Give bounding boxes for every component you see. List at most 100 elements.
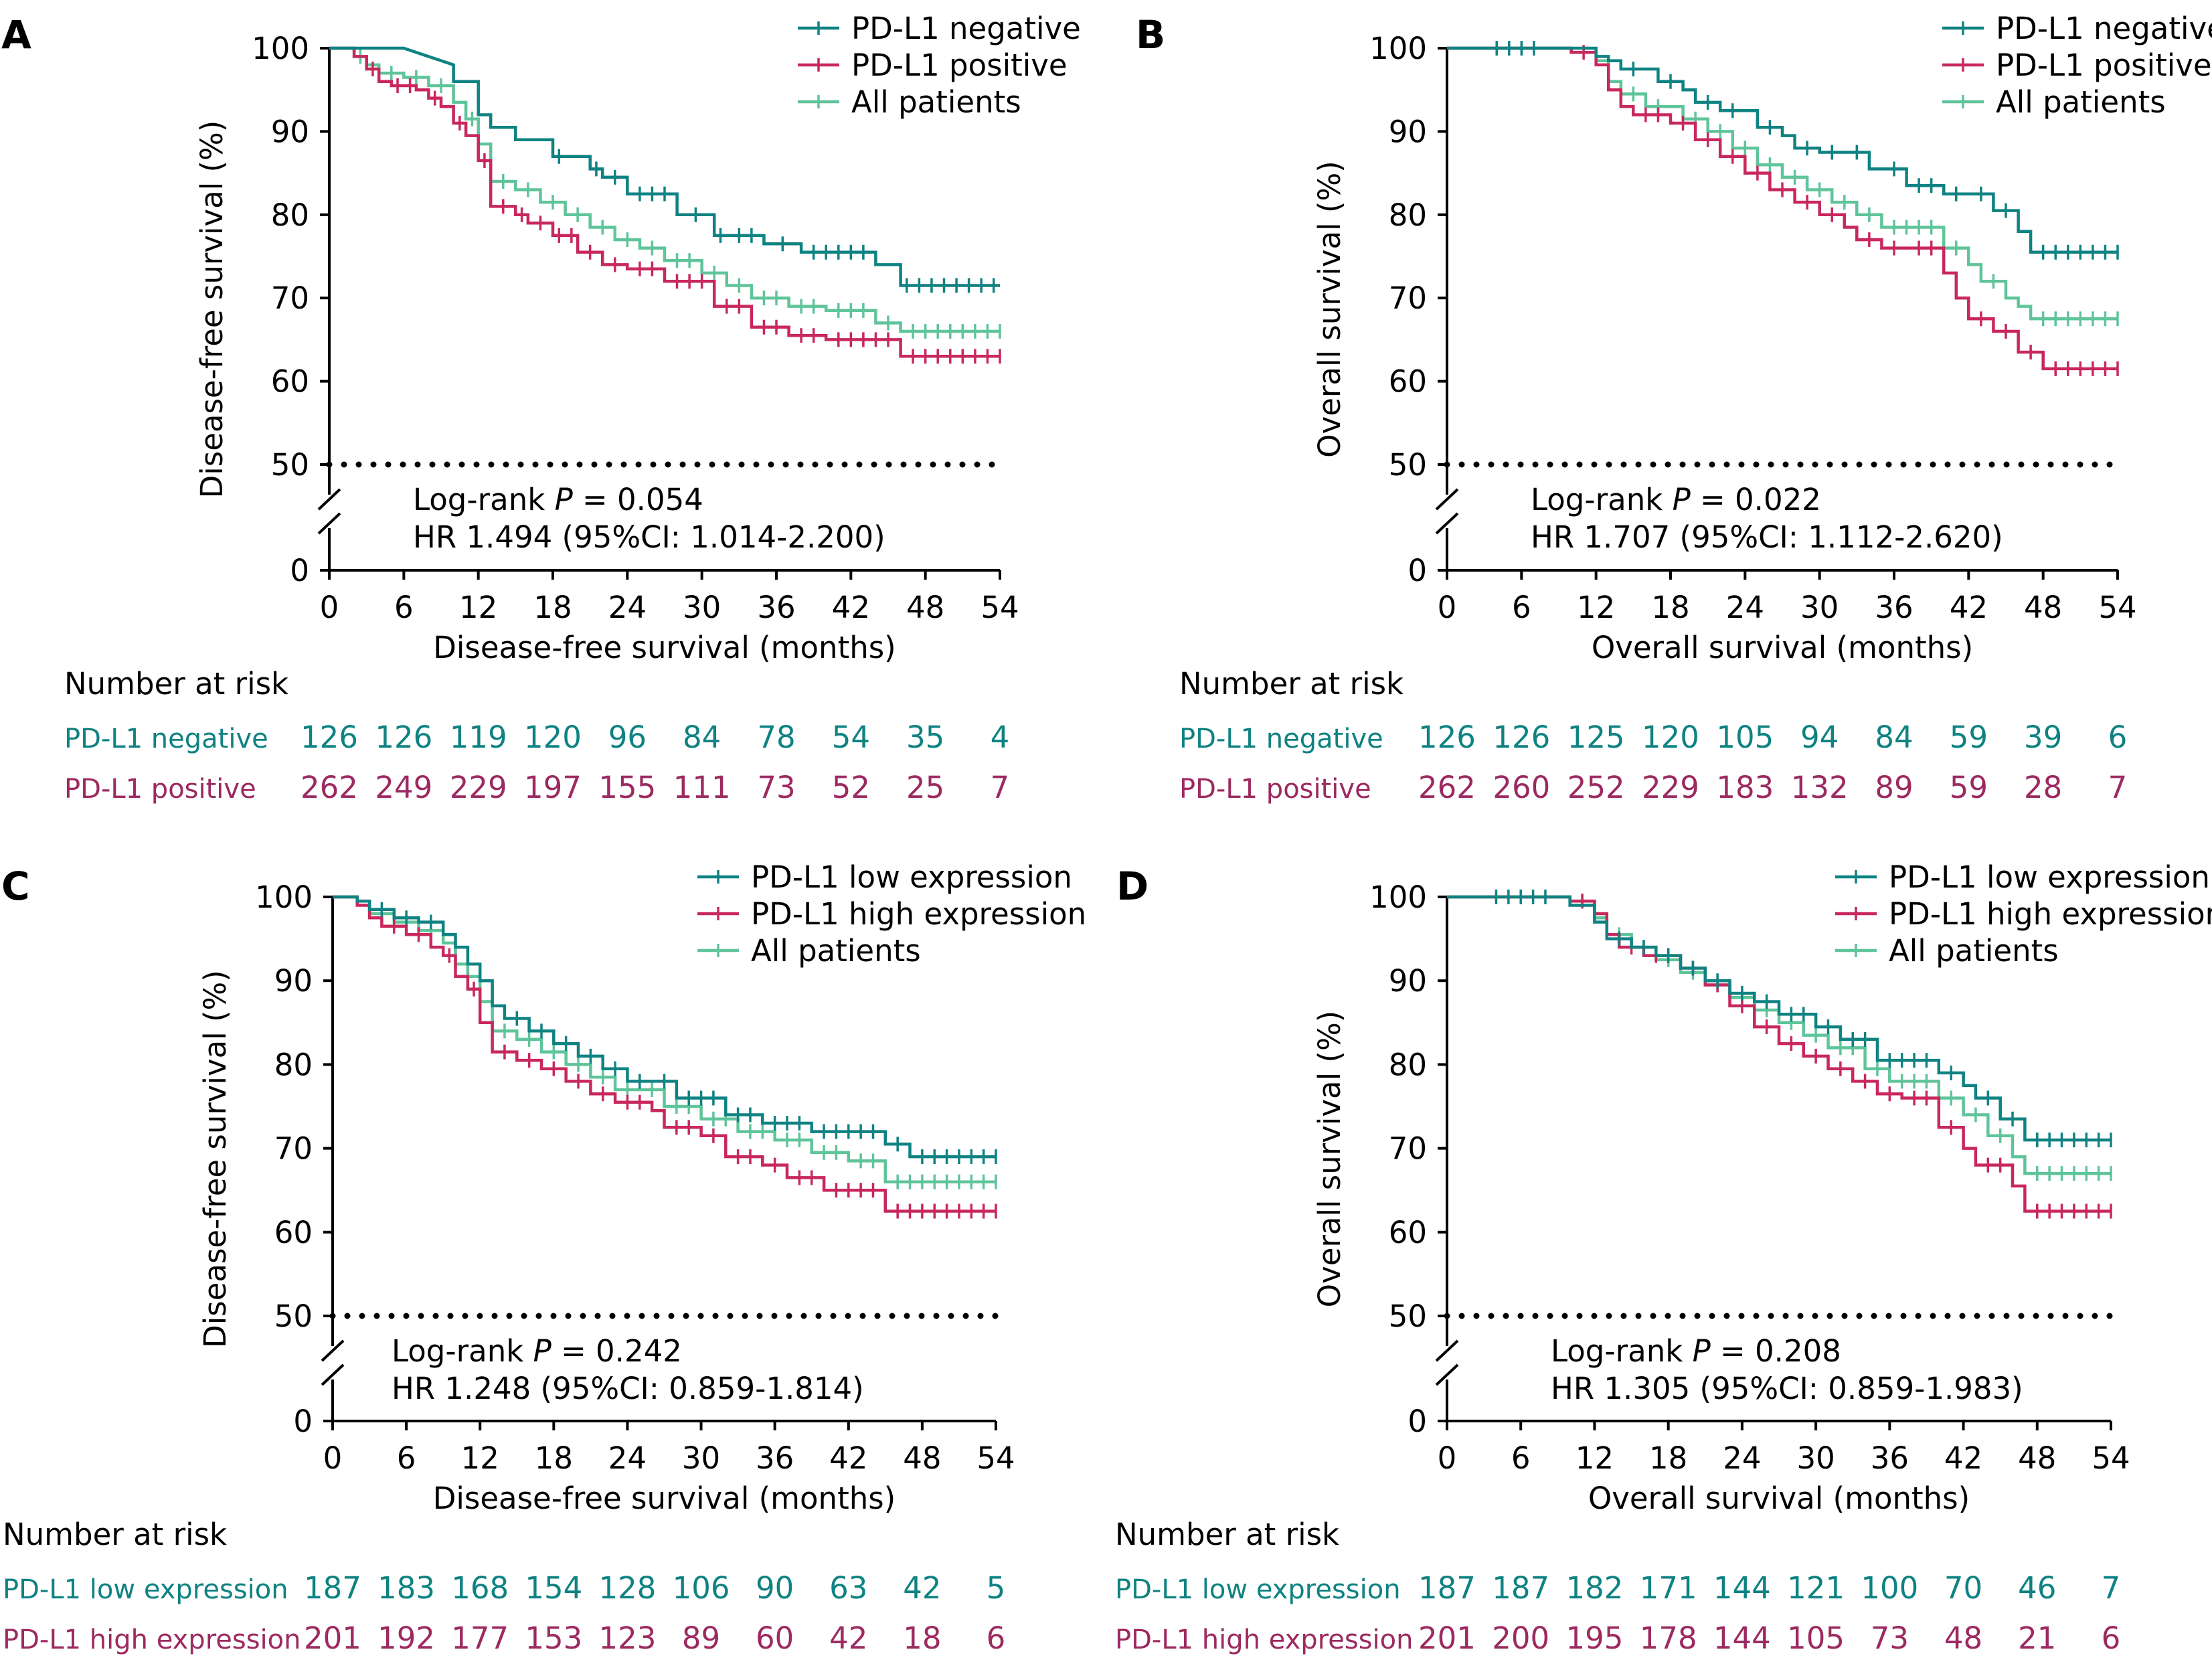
y-tick-label: 100 xyxy=(252,31,309,66)
x-tick-label: 42 xyxy=(1944,1440,1982,1476)
x-tick-label: 18 xyxy=(535,1440,573,1476)
risk-count: 200 xyxy=(1492,1620,1549,1656)
risk-count: 89 xyxy=(1875,770,1913,805)
legend-entry: All patients xyxy=(1996,84,2166,120)
risk-count: 84 xyxy=(683,720,721,755)
y-axis-label: Overall survival (%) xyxy=(1312,161,1347,458)
x-tick-label: 24 xyxy=(1723,1440,1761,1476)
risk-row-label: PD-L1 low expression xyxy=(1115,1574,1401,1605)
risk-count: 63 xyxy=(829,1570,867,1606)
x-tick-label: 30 xyxy=(682,1440,720,1476)
risk-count: 52 xyxy=(832,770,870,805)
risk-count: 125 xyxy=(1567,720,1625,755)
x-tick-label: 12 xyxy=(459,590,497,625)
x-tick-label: 30 xyxy=(1796,1440,1835,1476)
hazard-ratio-text: HR 1.305 (95%CI: 0.859-1.983) xyxy=(1551,1371,2023,1406)
risk-count: 84 xyxy=(1875,720,1913,755)
panel-label: D xyxy=(1116,863,1148,909)
y-tick-label: 90 xyxy=(271,114,309,149)
x-tick-label: 12 xyxy=(1576,1440,1614,1476)
risk-count: 70 xyxy=(1944,1570,1982,1606)
x-tick-label: 48 xyxy=(2018,1440,2056,1476)
legend-entry: PD-L1 positive xyxy=(851,48,1068,83)
risk-count: 201 xyxy=(1418,1620,1476,1656)
risk-count: 126 xyxy=(1418,720,1476,755)
risk-count: 201 xyxy=(304,1620,361,1656)
hazard-ratio-text: HR 1.248 (95%CI: 0.859-1.814) xyxy=(392,1371,864,1406)
legend-entry: All patients xyxy=(851,84,1021,120)
y-tick-label: 50 xyxy=(274,1299,313,1334)
risk-count: 144 xyxy=(1713,1570,1771,1606)
log-rank-text: Log-rank P = 0.208 xyxy=(1551,1333,1841,1369)
y-tick-label: 90 xyxy=(274,963,313,999)
risk-count: 187 xyxy=(1418,1570,1476,1606)
legend-entry: PD-L1 negative xyxy=(851,11,1081,46)
risk-count: 89 xyxy=(682,1620,720,1656)
y-tick-label: 60 xyxy=(1389,364,1427,400)
risk-count: 100 xyxy=(1861,1570,1918,1606)
axis-break-mark xyxy=(317,512,341,535)
x-tick-label: 54 xyxy=(2092,1440,2130,1476)
risk-count: 192 xyxy=(377,1620,435,1656)
x-tick-label: 18 xyxy=(533,590,572,625)
x-tick-label: 54 xyxy=(2098,590,2136,625)
hazard-ratio-text: HR 1.707 (95%CI: 1.112-2.620) xyxy=(1531,519,2003,555)
risk-table-title: Number at risk xyxy=(1115,1517,1339,1552)
risk-count: 249 xyxy=(375,770,432,805)
risk-count: 94 xyxy=(1800,720,1839,755)
legend-entry: All patients xyxy=(1889,933,2059,969)
x-tick-label: 24 xyxy=(608,590,647,625)
risk-count: 28 xyxy=(2024,770,2062,805)
x-axis-label: Disease-free survival (months) xyxy=(433,630,896,665)
risk-count: 144 xyxy=(1713,1620,1771,1656)
series-line-positive xyxy=(1447,46,2118,371)
risk-count: 187 xyxy=(1492,1570,1549,1606)
x-tick-label: 0 xyxy=(320,590,339,625)
risk-count: 105 xyxy=(1716,720,1774,755)
risk-count: 252 xyxy=(1567,770,1625,805)
x-tick-label: 42 xyxy=(829,1440,867,1476)
risk-count: 96 xyxy=(608,720,647,755)
risk-count: 154 xyxy=(525,1570,582,1606)
risk-count: 6 xyxy=(2108,720,2128,755)
axis-break-mark xyxy=(321,1339,345,1362)
risk-count: 132 xyxy=(1791,770,1849,805)
series-line-negative xyxy=(329,46,1000,287)
y-tick-label: 100 xyxy=(255,880,313,915)
y-tick-label: 60 xyxy=(1389,1215,1427,1250)
risk-row-label: PD-L1 high expression xyxy=(3,1624,301,1655)
x-tick-label: 18 xyxy=(1651,590,1689,625)
risk-count: 120 xyxy=(1642,720,1699,755)
risk-count: 42 xyxy=(903,1570,941,1606)
x-tick-label: 36 xyxy=(1875,590,1913,625)
y-tick-label: 90 xyxy=(1389,114,1427,149)
risk-count: 262 xyxy=(301,770,358,805)
risk-table-title: Number at risk xyxy=(64,666,288,701)
risk-row-label: PD-L1 positive xyxy=(64,774,256,805)
x-tick-label: 36 xyxy=(1871,1440,1909,1476)
x-axis-label: Overall survival (months) xyxy=(1588,1481,1970,1516)
x-tick-label: 36 xyxy=(756,1440,794,1476)
risk-count: 59 xyxy=(1950,770,1988,805)
legend-entry: PD-L1 high expression xyxy=(1889,896,2212,932)
x-tick-label: 24 xyxy=(1726,590,1764,625)
x-tick-label: 6 xyxy=(394,590,414,625)
risk-row-label: PD-L1 negative xyxy=(1179,724,1383,754)
x-tick-label: 30 xyxy=(1800,590,1839,625)
x-tick-label: 48 xyxy=(906,590,944,625)
risk-count: 73 xyxy=(1871,1620,1909,1656)
x-tick-label: 30 xyxy=(683,590,721,625)
hazard-ratio-text: HR 1.494 (95%CI: 1.014-2.200) xyxy=(413,519,885,555)
risk-count: 7 xyxy=(991,770,1010,805)
legend-entry: PD-L1 positive xyxy=(1996,48,2212,83)
risk-count: 171 xyxy=(1640,1570,1697,1606)
risk-count: 39 xyxy=(2024,720,2062,755)
x-tick-label: 54 xyxy=(981,590,1019,625)
x-tick-label: 0 xyxy=(1438,590,1457,625)
x-tick-label: 6 xyxy=(397,1440,416,1476)
y-tick-label: 100 xyxy=(1369,31,1427,66)
panel-label: A xyxy=(1,12,31,58)
x-tick-label: 0 xyxy=(1438,1440,1457,1476)
